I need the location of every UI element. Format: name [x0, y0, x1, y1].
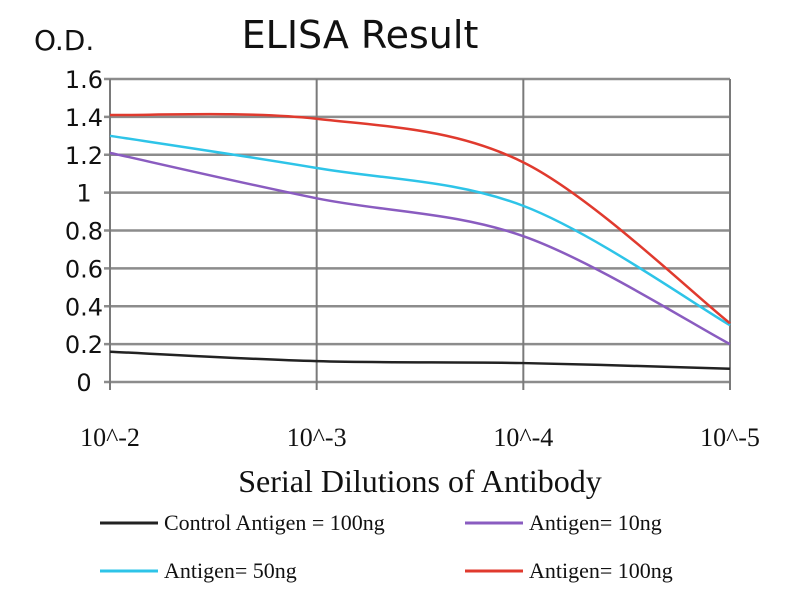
chart-title: ELISA Result	[242, 13, 479, 57]
y-tick-label: 1.2	[65, 142, 103, 170]
x-tick-label: 10^-3	[287, 423, 347, 452]
series-line-0	[109, 350, 731, 370]
legend-item: Antigen= 100ng	[465, 558, 673, 583]
y-tick-label: 0.6	[65, 255, 103, 283]
series-line-1	[109, 151, 731, 346]
y-tick-label: 0	[76, 369, 91, 397]
series-line-3	[109, 112, 731, 325]
y-tick-label: 0.8	[65, 218, 103, 246]
x-tick-label: 10^-5	[700, 423, 760, 452]
y-tick-label: 1	[76, 180, 91, 208]
legend-item: Antigen= 10ng	[465, 510, 662, 535]
legend-item: Control Antigen = 100ng	[100, 510, 385, 535]
legend-label: Antigen= 100ng	[529, 558, 673, 583]
legend-label: Antigen= 10ng	[529, 510, 662, 535]
legend-item: Antigen= 50ng	[100, 558, 297, 583]
y-tick-label: 1.4	[65, 104, 103, 132]
x-tick-label: 10^-4	[493, 423, 553, 452]
y-tick-label: 0.4	[65, 293, 103, 321]
series-line-2	[109, 134, 731, 327]
y-tick-label: 0.2	[65, 331, 103, 359]
x-tick-label: 10^-2	[80, 423, 140, 452]
y-axis-label: O.D.	[34, 24, 94, 57]
y-tick-label: 1.6	[65, 66, 103, 94]
x-axis-label: Serial Dilutions of Antibody	[238, 463, 602, 499]
legend-label: Control Antigen = 100ng	[164, 510, 385, 535]
legend-label: Antigen= 50ng	[164, 558, 297, 583]
